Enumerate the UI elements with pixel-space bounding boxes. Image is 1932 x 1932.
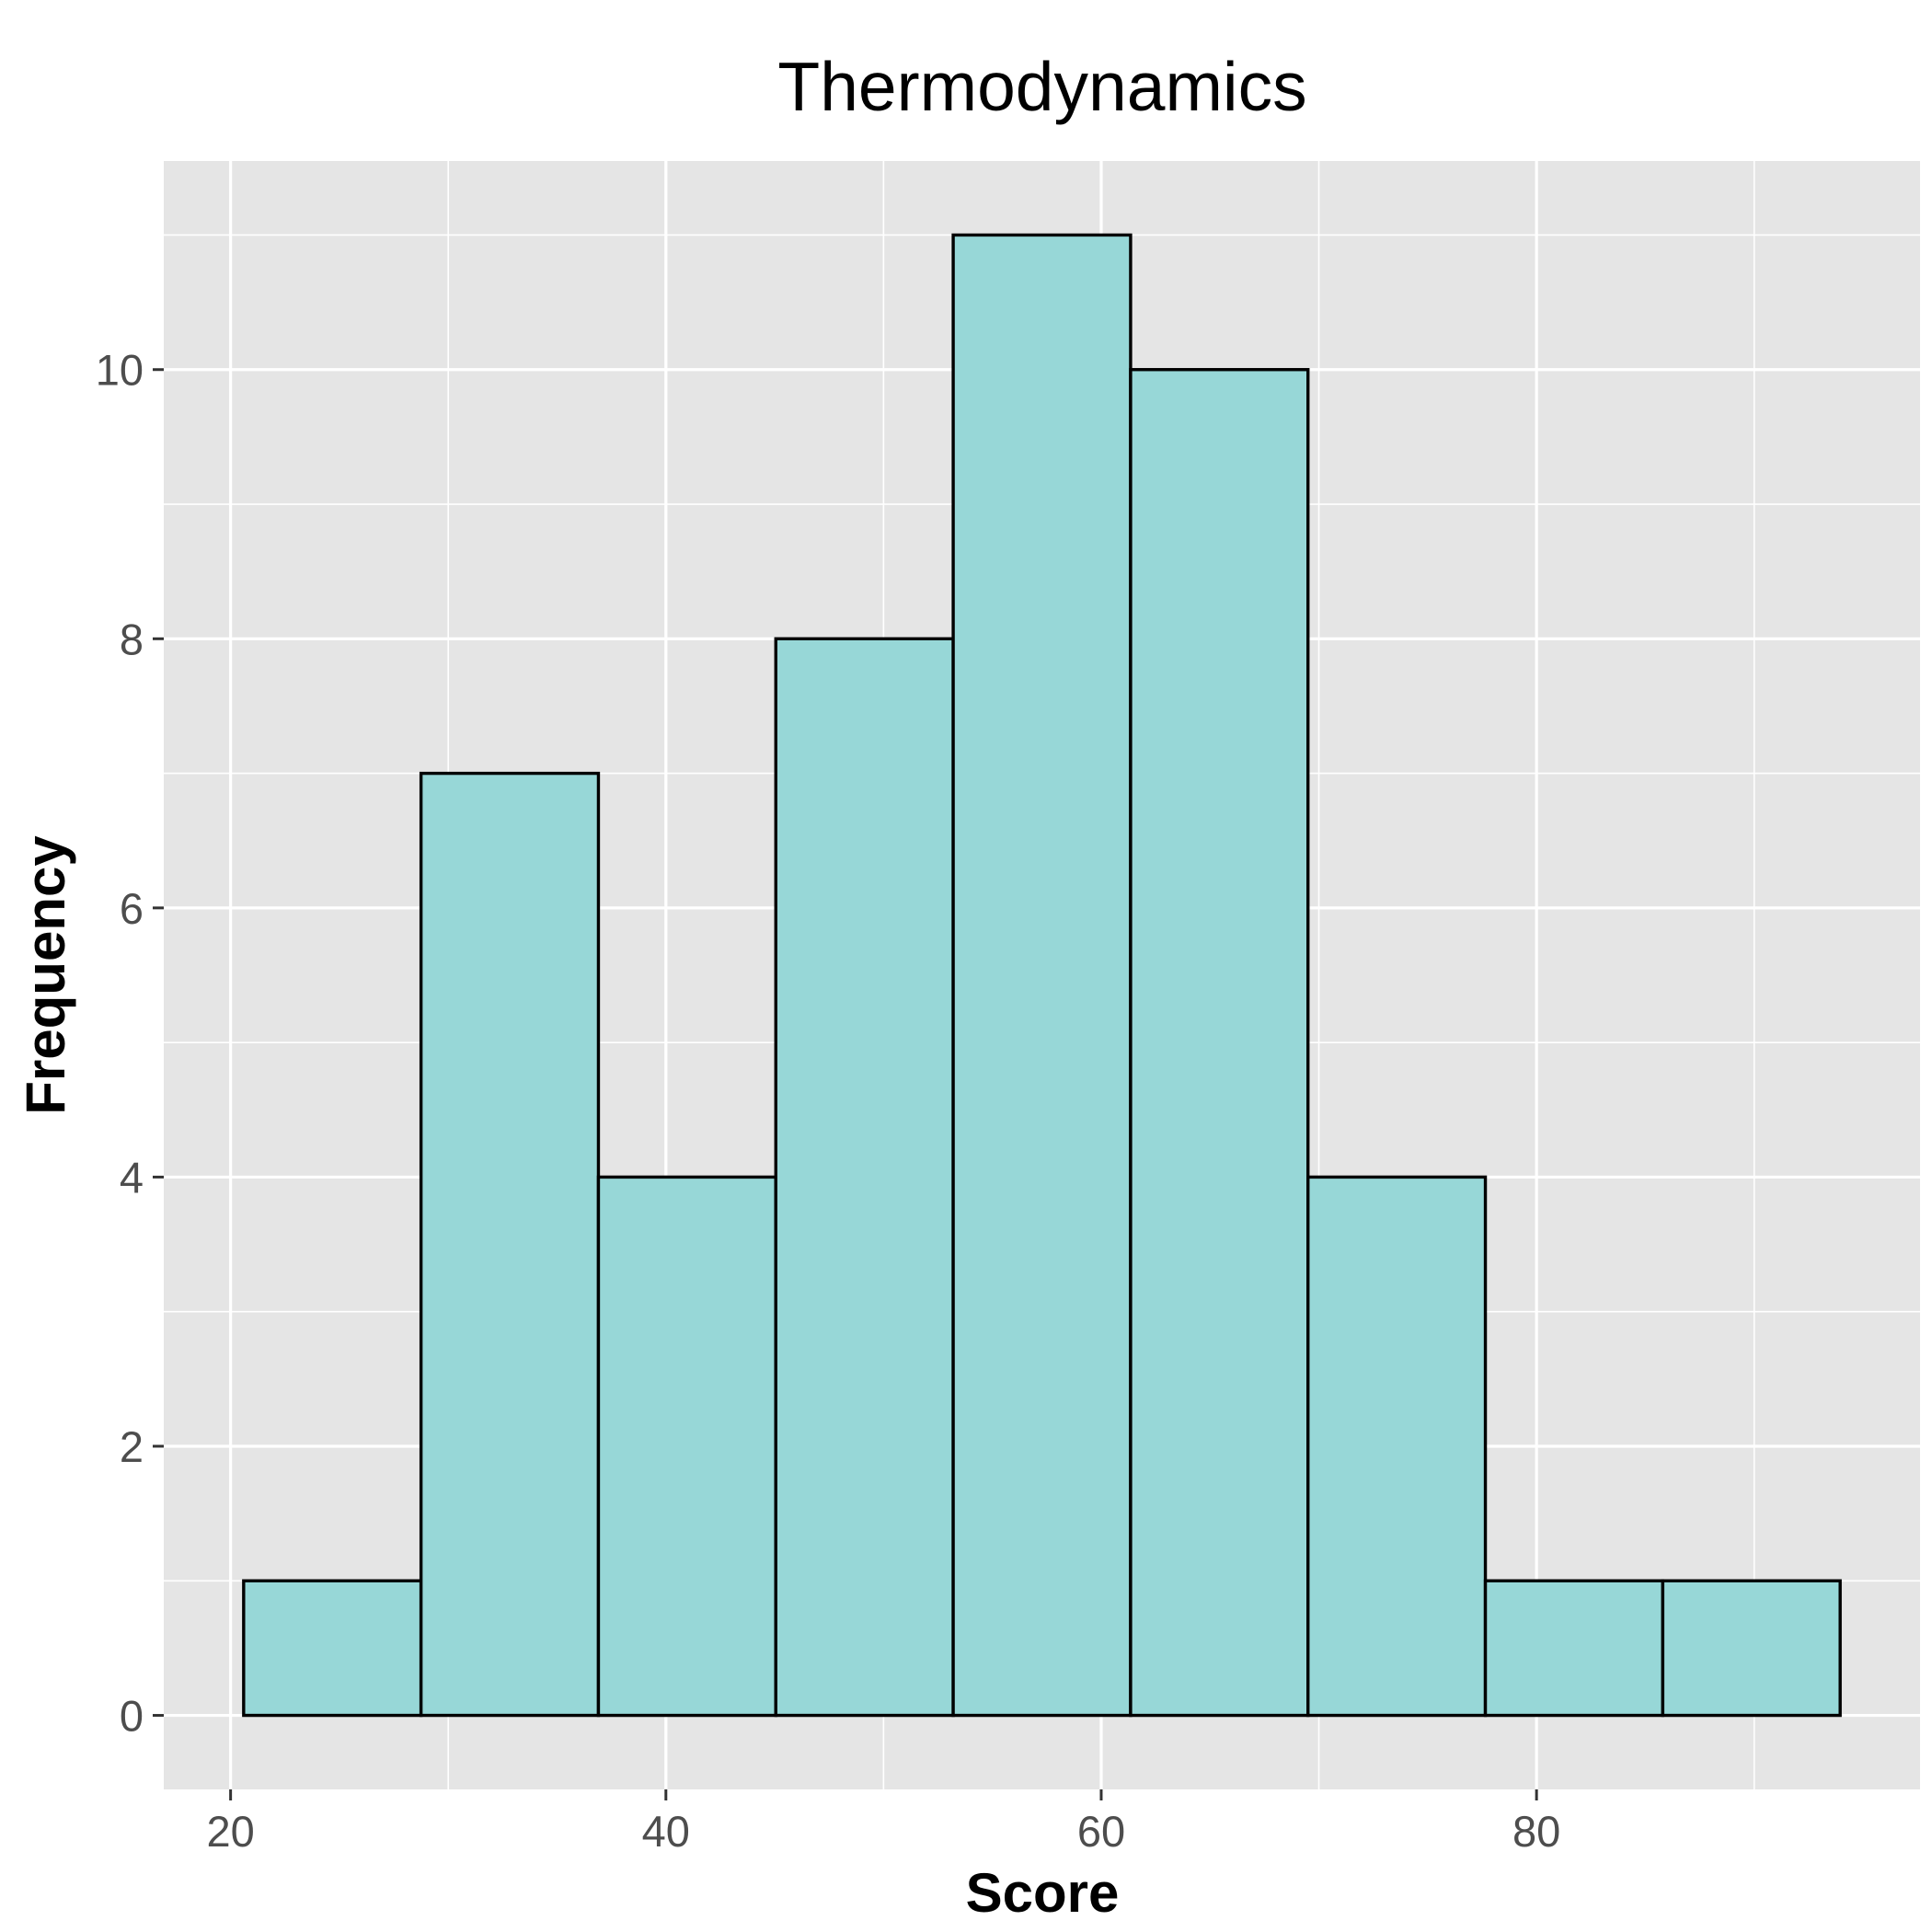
x-tick-label: 40 (642, 1807, 690, 1856)
y-tick-label: 10 (96, 346, 144, 395)
histogram-bar (774, 637, 955, 1718)
y-tick-label: 4 (120, 1153, 144, 1202)
histogram-bar (1483, 1579, 1665, 1718)
y-axis: 0 2 4 6 8 10 (96, 346, 164, 1741)
y-tick-label: 0 (120, 1692, 144, 1741)
y-tick-label: 6 (120, 884, 144, 933)
x-axis: 20 40 60 80 (206, 1789, 1560, 1856)
y-tick-label: 2 (120, 1422, 144, 1471)
histogram-bar (596, 1175, 777, 1718)
histogram-bar (242, 1579, 423, 1718)
x-axis-title: Score (966, 1862, 1120, 1924)
x-tick-label: 20 (206, 1807, 254, 1856)
histogram-bar (951, 233, 1133, 1718)
chart-title: Thermodynamics (777, 48, 1306, 125)
y-tick-label: 8 (120, 615, 144, 663)
histogram-bars (242, 233, 1842, 1718)
histogram-bar (419, 771, 601, 1718)
x-tick-label: 80 (1512, 1807, 1560, 1856)
histogram-bar (1306, 1175, 1488, 1718)
x-tick-label: 60 (1077, 1807, 1125, 1856)
histogram-bar (1129, 368, 1310, 1718)
histogram-bar (1661, 1579, 1842, 1718)
y-axis-title: Frequency (15, 835, 76, 1115)
